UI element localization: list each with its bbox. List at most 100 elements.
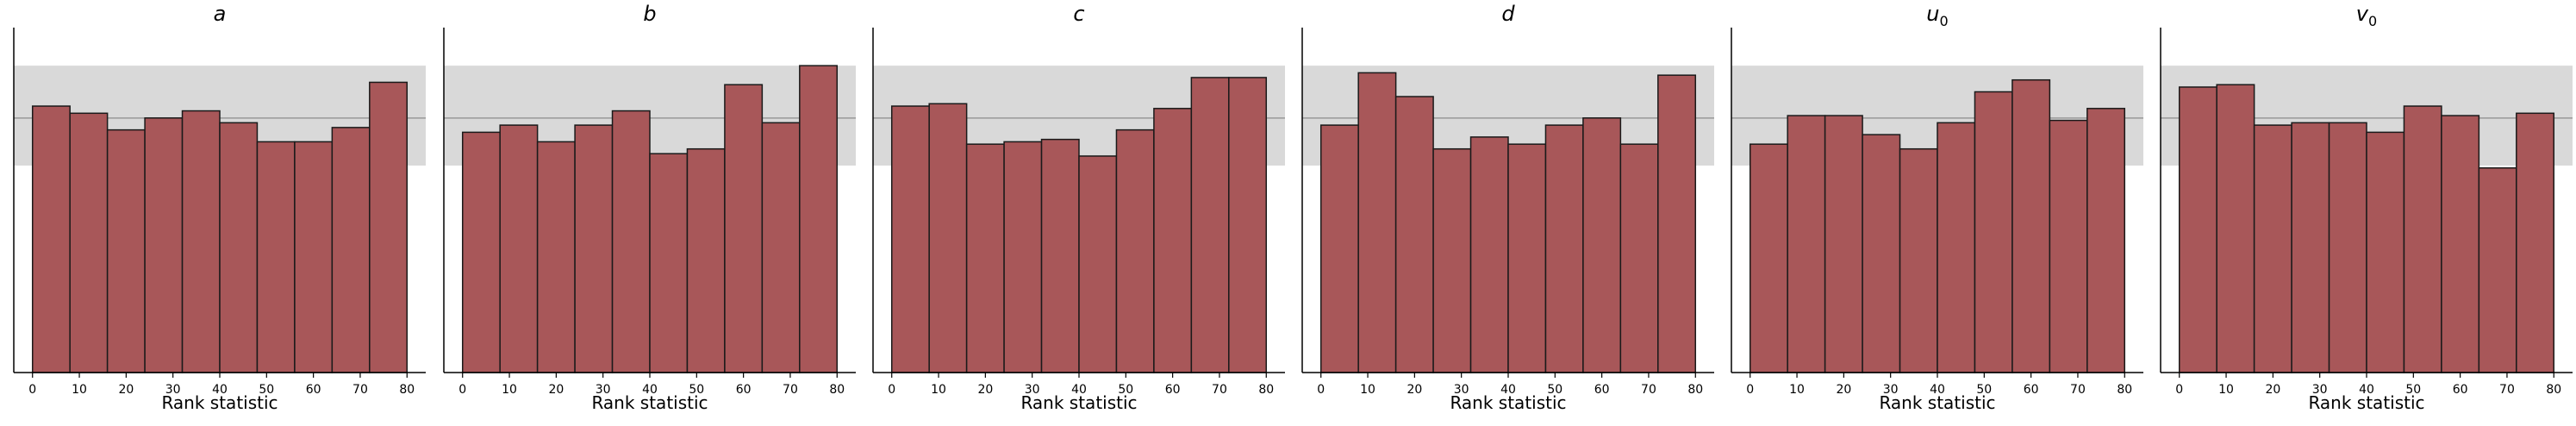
x-tick-label: 50: [1118, 383, 1133, 397]
panel-title: v0: [2355, 2, 2378, 29]
x-tick-label: 20: [118, 383, 134, 397]
x-tick-label: 0: [1746, 383, 1754, 397]
histogram-bar: [1862, 134, 1901, 373]
histogram-bar: [799, 65, 839, 373]
histogram-bar: [2366, 131, 2405, 373]
x-axis-label: Rank statistic: [1450, 392, 1567, 413]
x-tick-label: 60: [736, 383, 752, 397]
histogram-bar: [1040, 138, 1080, 373]
x-tick-label: 40: [1071, 383, 1087, 397]
x-axis-label: Rank statistic: [591, 392, 708, 413]
histogram-bar: [294, 141, 334, 373]
histogram-bar: [724, 84, 764, 373]
histogram-bar: [69, 112, 109, 373]
histogram-bar: [1078, 155, 1118, 373]
histogram-bar: [2291, 122, 2330, 373]
histogram-bar: [1824, 115, 1863, 373]
x-tick-label: 50: [689, 383, 704, 397]
histogram-bar: [965, 143, 1005, 373]
histogram-bar: [1899, 147, 1938, 373]
x-tick-label: 40: [642, 383, 658, 397]
histogram-bar: [369, 81, 409, 373]
x-tick-label: 70: [352, 383, 368, 397]
histogram-bar: [1357, 72, 1397, 373]
x-tick-label: 20: [1407, 383, 1422, 397]
histogram-bar: [1153, 108, 1193, 373]
x-tick-label: 80: [399, 383, 415, 397]
panel-title: c: [1073, 2, 1085, 26]
x-axis-label: Rank statistic: [1020, 392, 1138, 413]
histogram-bar: [1115, 128, 1155, 373]
histogram-bar: [1974, 91, 2013, 373]
x-tick-label: 40: [212, 383, 228, 397]
x-tick-label: 30: [1025, 383, 1040, 397]
x-tick-label: 40: [1930, 383, 1945, 397]
x-tick-label: 20: [1836, 383, 1851, 397]
histogram-bar: [1432, 147, 1472, 373]
histogram-bar: [1749, 143, 1788, 373]
histogram-bar: [499, 124, 539, 373]
panel-title: u0: [1926, 2, 1949, 29]
histogram-bar: [1394, 96, 1434, 373]
x-tick-label: 0: [28, 383, 36, 397]
x-tick-label: 70: [1641, 383, 1656, 397]
x-tick-label: 10: [72, 383, 87, 397]
histogram-bar: [928, 103, 968, 373]
x-tick-label: 70: [2070, 383, 2086, 397]
x-tick-label: 0: [1317, 383, 1325, 397]
histogram-bar: [1582, 117, 1622, 373]
histogram-bar: [31, 105, 71, 373]
x-tick-label: 40: [1500, 383, 1516, 397]
histogram-bar: [1619, 143, 1659, 373]
x-tick-label: 30: [2312, 383, 2328, 397]
x-tick-label: 70: [783, 383, 798, 397]
x-tick-label: 10: [1789, 383, 1805, 397]
histogram-bar: [1507, 143, 1547, 373]
histogram-bar: [536, 141, 576, 373]
x-tick-label: 50: [1547, 383, 1562, 397]
x-tick-label: 10: [2218, 383, 2234, 397]
histogram-bar: [144, 117, 184, 373]
panel-title: d: [1501, 2, 1515, 26]
x-tick-label: 80: [829, 383, 845, 397]
x-axis-label: Rank statistic: [1879, 392, 1996, 413]
histogram-bar: [1003, 141, 1043, 373]
x-tick-label: 30: [596, 383, 611, 397]
histogram-bar: [2216, 84, 2255, 373]
histogram-bar: [890, 105, 930, 373]
histogram-bar: [2086, 108, 2126, 373]
histogram-bar: [1228, 77, 1268, 373]
x-tick-label: 10: [502, 383, 517, 397]
x-tick-label: 50: [2405, 383, 2421, 397]
x-tick-label: 10: [931, 383, 946, 397]
x-tick-label: 30: [165, 383, 181, 397]
histogram-bar: [219, 122, 259, 373]
panel-title: b: [643, 2, 657, 26]
x-tick-label: 80: [1687, 383, 1703, 397]
x-tick-label: 60: [1165, 383, 1181, 397]
histogram-bar: [2478, 167, 2517, 373]
x-tick-label: 60: [1594, 383, 1610, 397]
x-tick-label: 60: [2453, 383, 2468, 397]
histogram-bar: [331, 127, 371, 373]
histogram-bar: [2403, 105, 2442, 373]
histogram-bar: [181, 110, 221, 373]
histogram-bar: [1319, 124, 1359, 373]
histogram-bar: [1469, 136, 1509, 373]
histogram-bar: [256, 141, 296, 373]
x-tick-label: 30: [1454, 383, 1469, 397]
histogram-bar: [761, 122, 801, 373]
histogram-bar: [1544, 124, 1584, 373]
histogram-bar: [2328, 122, 2367, 373]
histogram-bar: [2012, 78, 2051, 373]
x-tick-label: 60: [306, 383, 321, 397]
x-tick-label: 20: [548, 383, 564, 397]
histogram-bar: [649, 153, 689, 373]
histogram-bar: [2049, 119, 2088, 373]
histogram-bar: [461, 131, 501, 373]
panel-title: a: [213, 2, 227, 26]
x-axis-label: Rank statistic: [161, 392, 278, 413]
x-tick-label: 0: [458, 383, 466, 397]
histogram-bar: [686, 147, 726, 373]
